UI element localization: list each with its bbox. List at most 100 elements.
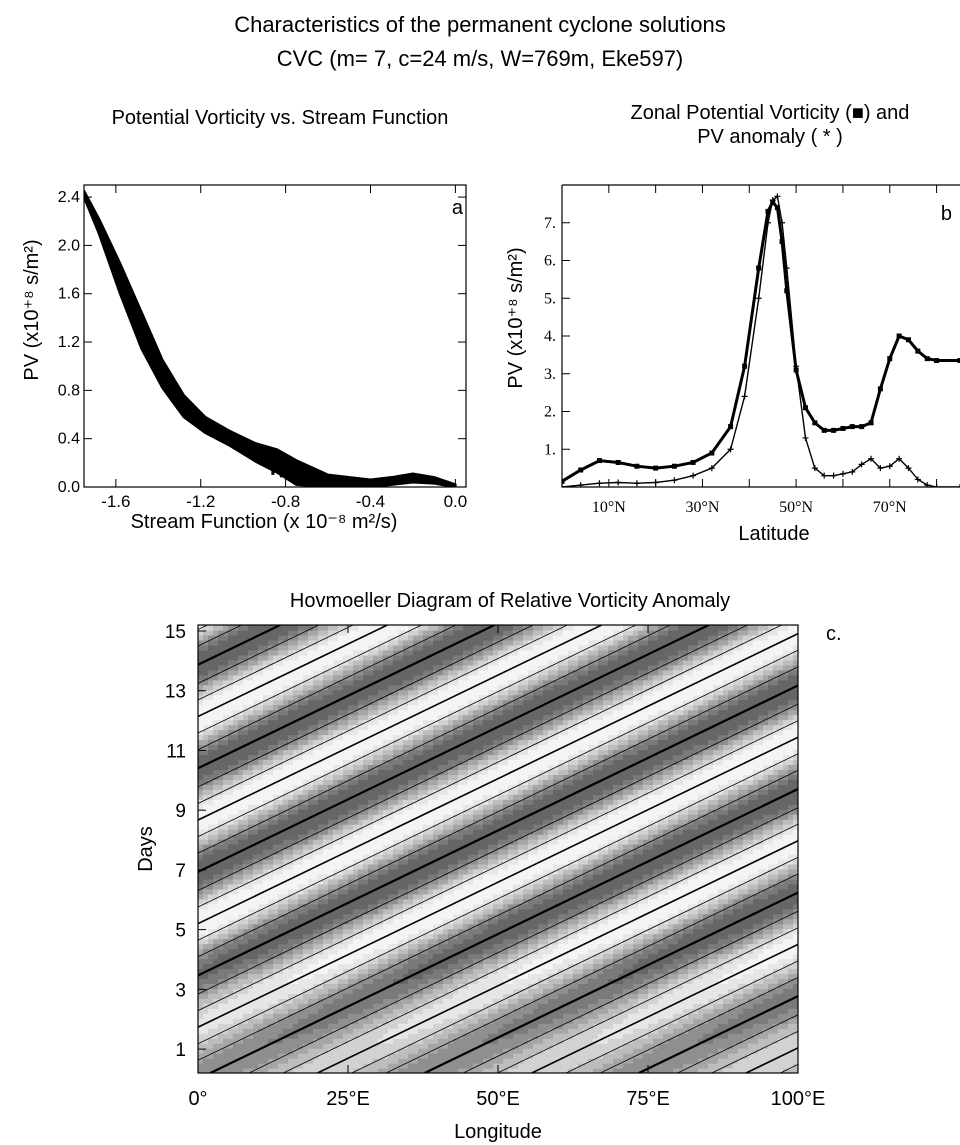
field-cell — [348, 704, 354, 711]
field-cell — [218, 918, 224, 925]
field-cell — [423, 978, 429, 984]
field-cell — [233, 669, 239, 676]
field-cell — [268, 634, 274, 641]
field-cell — [458, 1028, 464, 1034]
field-cell — [243, 1003, 249, 1009]
field-cell — [388, 689, 394, 696]
field-cell — [378, 913, 384, 920]
field-cell — [398, 699, 404, 706]
field-cell — [268, 824, 274, 830]
x-tick-label: -0.4 — [356, 492, 385, 511]
field-cell — [388, 664, 394, 671]
field-cell — [253, 829, 259, 835]
field-cell — [243, 804, 249, 810]
field-cell — [233, 903, 239, 910]
field-cell — [443, 953, 449, 960]
field-cell — [198, 649, 204, 656]
field-cell — [348, 644, 354, 651]
field-cell — [298, 903, 304, 910]
field-cell — [253, 849, 259, 855]
field-cell — [333, 714, 339, 721]
field-cell — [303, 853, 309, 860]
field-cell — [298, 948, 304, 955]
field-cell — [423, 784, 429, 790]
field-cell — [298, 978, 304, 984]
field-cell — [308, 769, 314, 775]
field-cell — [343, 644, 349, 651]
field-cell — [258, 739, 264, 746]
field-cell — [283, 873, 289, 880]
field-cell — [303, 819, 309, 825]
field-cell — [413, 634, 419, 641]
field-cell — [403, 734, 409, 741]
field-cell — [228, 819, 234, 825]
field-cell — [263, 953, 269, 960]
field-cell — [343, 834, 349, 840]
field-cell — [448, 654, 454, 661]
field-cell — [333, 1038, 339, 1044]
field-cell — [343, 1063, 349, 1069]
field-cell — [388, 784, 394, 790]
field-cell — [218, 953, 224, 960]
field-cell — [378, 983, 384, 989]
field-cell — [233, 858, 239, 865]
field-cell — [318, 819, 324, 825]
field-cell — [318, 669, 324, 676]
field-cell — [303, 659, 309, 666]
field-cell — [463, 799, 469, 805]
field-cell — [263, 1003, 269, 1009]
field-cell — [423, 1008, 429, 1014]
field-cell — [308, 759, 314, 765]
panel-a-letter: a — [452, 197, 464, 219]
field-cell — [253, 938, 259, 945]
field-cell — [213, 659, 219, 666]
field-cell — [248, 744, 254, 751]
field-cell — [343, 744, 349, 751]
field-cell — [273, 1048, 279, 1054]
field-cell — [283, 729, 289, 736]
field-cell — [228, 963, 234, 970]
field-cell — [273, 674, 279, 681]
field-cell — [438, 774, 444, 780]
field-cell — [218, 744, 224, 751]
field-cell — [218, 689, 224, 696]
field-cell — [373, 1018, 379, 1024]
field-cell — [203, 1043, 209, 1049]
field-cell — [298, 754, 304, 760]
field-cell — [233, 779, 239, 785]
field-cell — [313, 809, 319, 815]
field-cell — [443, 674, 449, 681]
field-cell — [453, 629, 459, 636]
field-cell — [423, 764, 429, 770]
field-cell — [438, 669, 444, 676]
field-cell — [343, 973, 349, 980]
field-cell — [423, 644, 429, 651]
field-cell — [213, 933, 219, 940]
field-cell — [293, 724, 299, 731]
field-cell — [298, 968, 304, 975]
y-tick-label: 6. — [544, 253, 556, 270]
field-cell — [368, 694, 374, 701]
field-cell — [358, 968, 364, 975]
field-cell — [298, 774, 304, 780]
field-cell — [283, 923, 289, 930]
field-cell — [278, 699, 284, 706]
field-cell — [243, 923, 249, 930]
field-cell — [348, 1023, 354, 1029]
field-cell — [433, 853, 439, 860]
field-cell — [208, 744, 214, 751]
field-cell — [293, 709, 299, 716]
field-cell — [413, 908, 419, 915]
field-cell — [453, 1063, 459, 1069]
field-cell — [233, 963, 239, 970]
field-cell — [408, 993, 414, 999]
field-cell — [333, 928, 339, 935]
field-cell — [253, 1043, 259, 1049]
field-cell — [348, 784, 354, 790]
field-cell — [333, 729, 339, 736]
field-cell — [448, 878, 454, 885]
field-cell — [268, 928, 274, 935]
field-cell — [268, 963, 274, 970]
field-cell — [253, 958, 259, 965]
field-cell — [383, 814, 389, 820]
